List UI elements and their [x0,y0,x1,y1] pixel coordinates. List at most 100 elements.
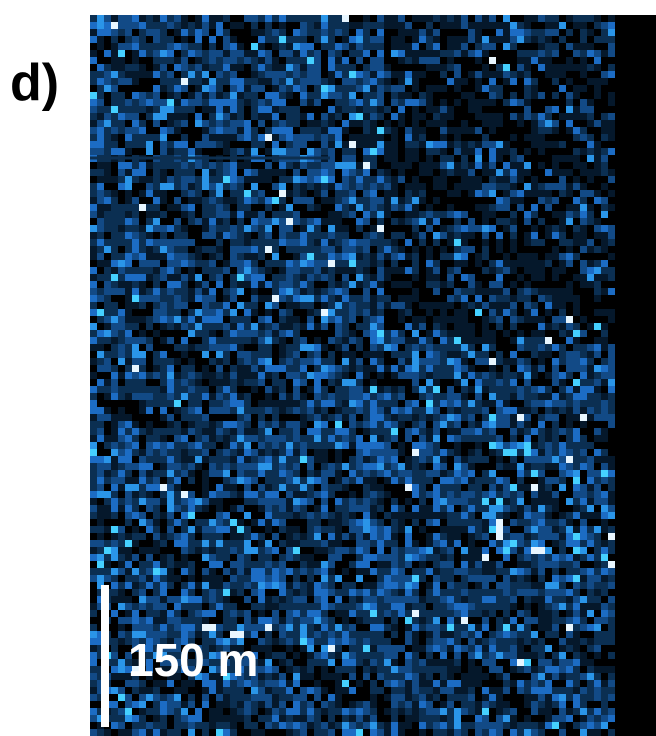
image-pixel [286,512,293,519]
image-pixel [244,575,251,582]
image-pixel [594,22,601,29]
image-pixel [216,71,223,78]
image-pixel [202,498,209,505]
image-pixel [412,85,419,92]
image-pixel [328,211,335,218]
image-pixel [223,582,230,589]
image-pixel [153,603,160,610]
image-pixel [461,323,468,330]
image-pixel [468,246,475,253]
image-pixel [545,204,552,211]
image-pixel [405,155,412,162]
image-pixel [398,554,405,561]
image-pixel [272,302,279,309]
image-pixel [475,337,482,344]
image-pixel [356,365,363,372]
image-pixel [482,141,489,148]
image-pixel [356,22,363,29]
image-pixel [90,470,97,477]
image-pixel [405,344,412,351]
image-pixel [531,120,538,127]
image-pixel [524,288,531,295]
image-pixel [349,71,356,78]
image-pixel [384,15,391,22]
image-pixel [545,442,552,449]
image-pixel [391,421,398,428]
image-pixel [244,50,251,57]
image-pixel [587,414,594,421]
image-pixel [307,568,314,575]
image-pixel [363,190,370,197]
image-pixel [594,414,601,421]
image-pixel [552,582,559,589]
image-pixel [573,225,580,232]
image-pixel [160,400,167,407]
image-pixel [272,337,279,344]
image-pixel [475,386,482,393]
image-pixel [272,470,279,477]
image-pixel [328,71,335,78]
image-pixel [104,477,111,484]
image-pixel [90,547,97,554]
image-pixel [272,568,279,575]
image-pixel [174,15,181,22]
image-pixel [335,512,342,519]
image-pixel [559,582,566,589]
image-pixel [335,134,342,141]
image-pixel [398,162,405,169]
image-pixel [377,57,384,64]
image-pixel [461,351,468,358]
image-pixel [202,316,209,323]
image-pixel [209,526,216,533]
image-pixel [398,99,405,106]
image-pixel [440,232,447,239]
image-pixel [237,218,244,225]
image-pixel [342,85,349,92]
image-pixel [314,596,321,603]
image-pixel [426,141,433,148]
image-pixel [489,337,496,344]
image-pixel [286,456,293,463]
image-pixel [307,484,314,491]
image-pixel [195,197,202,204]
image-pixel [97,533,104,540]
image-pixel [482,379,489,386]
image-pixel [272,141,279,148]
image-pixel [307,134,314,141]
image-pixel [258,50,265,57]
image-pixel [118,393,125,400]
image-pixel [531,176,538,183]
image-pixel [384,155,391,162]
image-pixel [349,99,356,106]
image-pixel [279,183,286,190]
image-pixel [160,15,167,22]
image-pixel [174,407,181,414]
image-pixel [139,253,146,260]
image-pixel [188,330,195,337]
image-pixel [90,36,97,43]
image-pixel [216,358,223,365]
image-pixel [251,211,258,218]
image-pixel [405,589,412,596]
image-pixel [370,274,377,281]
image-pixel [118,169,125,176]
image-pixel [517,582,524,589]
image-pixel [454,71,461,78]
image-pixel [335,99,342,106]
image-pixel [90,358,97,365]
image-pixel [503,71,510,78]
image-pixel [475,407,482,414]
image-pixel [97,470,104,477]
image-pixel [594,533,601,540]
image-pixel [440,183,447,190]
image-pixel [405,281,412,288]
image-pixel [531,393,538,400]
image-pixel [300,379,307,386]
image-pixel [160,36,167,43]
image-pixel [566,218,573,225]
image-pixel [300,323,307,330]
image-pixel [244,267,251,274]
image-pixel [209,169,216,176]
image-pixel [475,554,482,561]
image-pixel [314,204,321,211]
